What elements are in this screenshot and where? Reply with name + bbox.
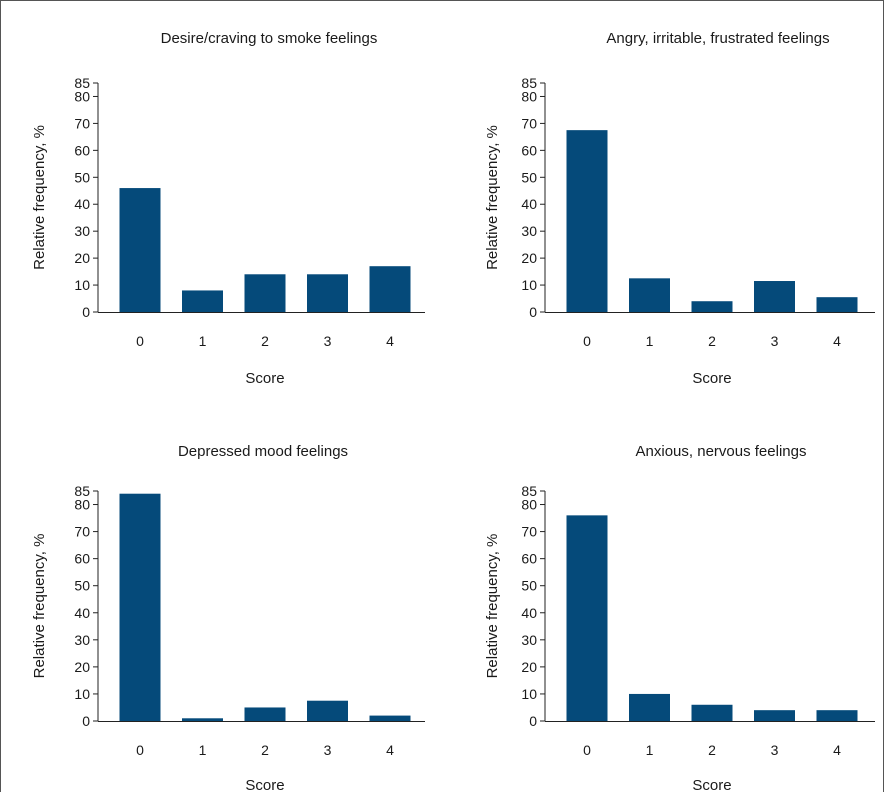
chart-panel-3: Depressed mood feelings01020304050607080… <box>31 443 425 794</box>
y-tick-label: 60 <box>74 142 90 158</box>
y-tick-label: 10 <box>74 686 90 702</box>
y-tick-label: 10 <box>521 686 537 702</box>
y-tick-label: 50 <box>521 578 537 594</box>
bar-4 <box>816 710 858 721</box>
y-tick-label: 50 <box>521 169 537 185</box>
y-tick-label: 20 <box>521 659 537 675</box>
bar-0 <box>119 188 161 312</box>
y-tick-label: 50 <box>74 578 90 594</box>
y-tick-label: 85 <box>74 75 90 91</box>
x-tick-label: 3 <box>324 742 332 758</box>
x-tick-label: 3 <box>324 333 332 349</box>
bar-4 <box>816 297 858 312</box>
y-tick-label: 70 <box>74 115 90 131</box>
bar-3 <box>754 281 795 312</box>
x-tick-label: 2 <box>261 742 269 758</box>
x-tick-label: 0 <box>136 742 144 758</box>
bar-0 <box>119 493 161 721</box>
bar-2 <box>691 704 733 721</box>
bar-3 <box>307 700 348 721</box>
x-axis-label: Score <box>245 370 284 387</box>
y-tick-label: 85 <box>521 483 537 499</box>
y-tick-label: 50 <box>74 169 90 185</box>
y-tick-label: 30 <box>74 223 90 239</box>
y-tick-label: 85 <box>74 483 90 499</box>
y-axis-label: Relative frequency, % <box>484 534 501 679</box>
y-tick-label: 20 <box>74 250 90 266</box>
x-axis-label: Score <box>692 777 731 793</box>
bar-2 <box>244 707 286 721</box>
y-tick-label: 20 <box>74 659 90 675</box>
y-tick-label: 10 <box>521 277 537 293</box>
chart-panel-1: Desire/craving to smoke feelings01020304… <box>31 30 425 387</box>
y-tick-label: 30 <box>521 632 537 648</box>
x-tick-label: 2 <box>708 742 716 758</box>
bar-1 <box>182 718 223 721</box>
y-tick-label: 40 <box>74 605 90 621</box>
bar-4 <box>369 715 411 721</box>
chart-panel-4: Anxious, nervous feelings010203040506070… <box>484 443 875 794</box>
y-tick-label: 30 <box>521 223 537 239</box>
y-tick-label: 0 <box>529 304 537 320</box>
y-tick-label: 0 <box>529 713 537 729</box>
y-tick-label: 0 <box>82 713 90 729</box>
y-axis-label: Relative frequency, % <box>31 125 48 270</box>
x-tick-label: 4 <box>833 333 841 349</box>
chart-title: Desire/craving to smoke feelings <box>161 30 378 47</box>
x-tick-label: 2 <box>708 333 716 349</box>
chart-title: Angry, irritable, frustrated feelings <box>606 30 829 47</box>
y-tick-label: 70 <box>521 115 537 131</box>
y-tick-label: 60 <box>74 551 90 567</box>
y-tick-label: 70 <box>521 524 537 540</box>
bar-0 <box>566 515 608 721</box>
y-tick-label: 60 <box>521 551 537 567</box>
x-tick-label: 0 <box>583 333 591 349</box>
chart-title: Anxious, nervous feelings <box>636 443 807 460</box>
y-tick-label: 80 <box>521 497 537 513</box>
y-tick-label: 40 <box>74 196 90 212</box>
x-tick-label: 4 <box>833 742 841 758</box>
y-axis-label: Relative frequency, % <box>484 125 501 270</box>
x-tick-label: 0 <box>583 742 591 758</box>
bar-3 <box>307 274 348 312</box>
y-tick-label: 40 <box>521 196 537 212</box>
y-tick-label: 60 <box>521 142 537 158</box>
y-tick-label: 70 <box>74 524 90 540</box>
y-tick-label: 80 <box>74 88 90 104</box>
bar-4 <box>369 266 411 312</box>
y-tick-label: 30 <box>74 632 90 648</box>
x-tick-label: 4 <box>386 742 394 758</box>
x-tick-label: 1 <box>199 333 207 349</box>
x-tick-label: 1 <box>646 333 654 349</box>
x-tick-label: 3 <box>771 333 779 349</box>
y-tick-label: 40 <box>521 605 537 621</box>
bar-1 <box>182 290 223 312</box>
bar-0 <box>566 130 608 312</box>
x-tick-label: 1 <box>646 742 654 758</box>
y-tick-label: 80 <box>74 497 90 513</box>
bar-1 <box>629 278 670 312</box>
x-tick-label: 0 <box>136 333 144 349</box>
y-tick-label: 20 <box>521 250 537 266</box>
chart-panel-2: Angry, irritable, frustrated feelings010… <box>484 30 875 387</box>
bar-1 <box>629 693 670 721</box>
y-tick-label: 85 <box>521 75 537 91</box>
x-tick-label: 1 <box>199 742 207 758</box>
bar-3 <box>754 710 795 721</box>
x-tick-label: 4 <box>386 333 394 349</box>
bar-2 <box>244 274 286 312</box>
y-tick-label: 10 <box>74 277 90 293</box>
bar-2 <box>691 301 733 312</box>
chart-title: Depressed mood feelings <box>178 443 348 460</box>
x-axis-label: Score <box>692 370 731 387</box>
y-axis-label: Relative frequency, % <box>31 534 48 679</box>
x-tick-label: 2 <box>261 333 269 349</box>
y-tick-label: 80 <box>521 88 537 104</box>
y-tick-label: 0 <box>82 304 90 320</box>
x-tick-label: 3 <box>771 742 779 758</box>
x-axis-label: Score <box>245 777 284 793</box>
